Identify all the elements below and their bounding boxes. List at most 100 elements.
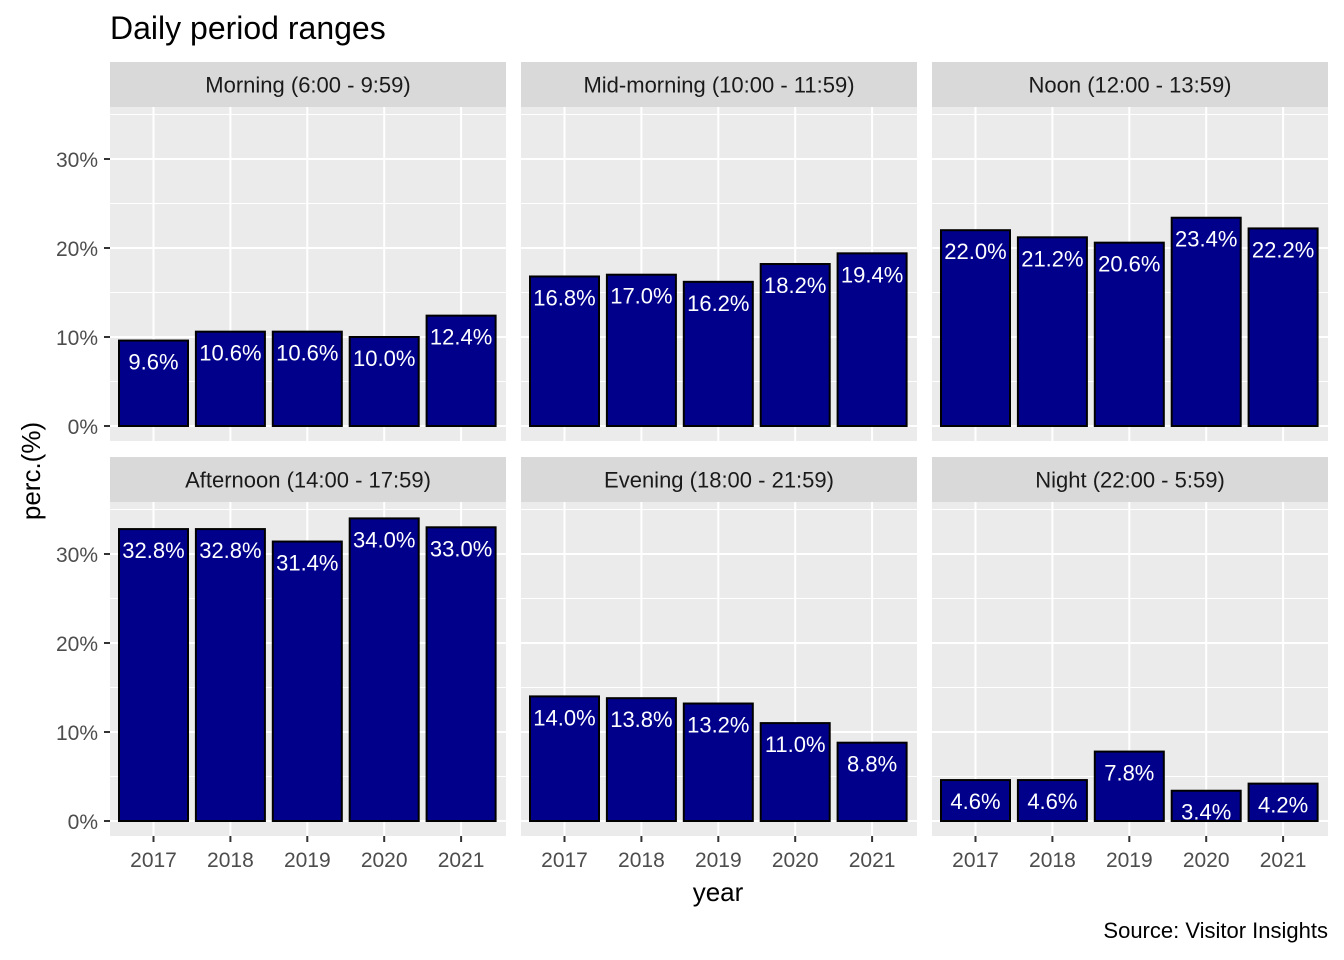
- bar-value-label: 10.6%: [276, 341, 338, 366]
- bar: [1093, 750, 1165, 823]
- bar: [1016, 236, 1088, 427]
- bar-value-label: 7.8%: [1104, 761, 1154, 786]
- bar-value-label: 11.0%: [765, 732, 826, 757]
- bar: [271, 540, 343, 822]
- bar: [605, 273, 677, 428]
- bar-value-label: 23.4%: [1175, 227, 1237, 252]
- bar: [605, 697, 677, 822]
- x-tick-label: 2018: [207, 849, 254, 872]
- bar: [118, 339, 189, 427]
- x-tick-label: 2019: [284, 849, 331, 872]
- bar-value-label: 13.8%: [610, 707, 672, 732]
- x-tick-label: 2019: [1106, 849, 1153, 872]
- chart-title: Daily period ranges: [110, 10, 386, 46]
- bar: [836, 741, 908, 822]
- bar: [940, 779, 1011, 822]
- bar: [836, 252, 908, 427]
- x-tick-label: 2019: [695, 849, 742, 872]
- bar-value-label: 14.0%: [533, 705, 595, 730]
- bar-value-label: 9.6%: [128, 350, 178, 375]
- x-tick-label: 2021: [849, 849, 896, 872]
- y-tick-label: 10%: [56, 722, 98, 745]
- x-tick-label: 2020: [361, 849, 408, 872]
- x-tick-label: 2021: [1260, 849, 1307, 872]
- bar: [940, 229, 1011, 427]
- x-tick-label: 2018: [1029, 849, 1076, 872]
- facet-strip-label: Morning (6:00 - 9:59): [205, 73, 410, 98]
- bar: [194, 330, 266, 427]
- bar-value-label: 4.2%: [1258, 793, 1308, 818]
- bar-value-label: 4.6%: [1027, 789, 1077, 814]
- x-axis-title: year: [693, 877, 744, 907]
- y-tick-label: 30%: [56, 544, 98, 567]
- facet-strip: [521, 62, 917, 107]
- y-tick-label: 30%: [56, 149, 98, 172]
- bar: [759, 263, 831, 427]
- bar-value-label: 13.2%: [687, 713, 749, 738]
- y-tick-label: 0%: [68, 811, 98, 834]
- y-tick-label: 10%: [56, 327, 98, 350]
- facet-strip-label: Evening (18:00 - 21:59): [604, 468, 834, 493]
- bar-value-label: 34.0%: [353, 527, 415, 552]
- source-caption: Source: Visitor Insights: [1103, 918, 1328, 943]
- bar-value-label: 10.6%: [199, 341, 261, 366]
- y-tick-label: 0%: [68, 416, 98, 439]
- x-tick-label: 2020: [772, 849, 819, 872]
- bar: [425, 526, 497, 822]
- bar-value-label: 12.4%: [430, 325, 492, 350]
- x-tick-label: 2017: [130, 849, 177, 872]
- bar: [348, 336, 420, 427]
- bar: [1247, 782, 1319, 822]
- bar: [1093, 241, 1165, 427]
- facet-strip: [110, 457, 506, 502]
- bar-value-label: 22.2%: [1252, 237, 1314, 262]
- bar: [682, 280, 754, 427]
- y-tick-label: 20%: [56, 238, 98, 261]
- bar-value-label: 17.0%: [610, 284, 672, 309]
- bar-value-label: 18.2%: [764, 273, 826, 298]
- bar: [1170, 789, 1242, 822]
- bar-value-label: 22.0%: [944, 239, 1006, 264]
- bar: [529, 695, 600, 823]
- bar-value-label: 32.8%: [122, 538, 184, 563]
- x-tick-label: 2017: [541, 849, 588, 872]
- bar-value-label: 31.4%: [276, 551, 338, 576]
- y-tick-label: 20%: [56, 633, 98, 656]
- facet-strip-label: Noon (12:00 - 13:59): [1028, 73, 1231, 98]
- facet-strip: [932, 457, 1328, 502]
- bar-value-label: 8.8%: [847, 752, 897, 777]
- bar-value-label: 3.4%: [1181, 800, 1231, 825]
- bar: [682, 702, 754, 823]
- bar-value-label: 16.2%: [687, 291, 749, 316]
- bar-value-label: 4.6%: [950, 789, 1000, 814]
- bar: [348, 517, 420, 823]
- x-tick-label: 2018: [618, 849, 665, 872]
- x-tick-label: 2020: [1183, 849, 1230, 872]
- bar: [1247, 227, 1319, 427]
- bar: [759, 722, 831, 822]
- bar: [194, 528, 266, 823]
- bar: [1170, 216, 1242, 427]
- bar-value-label: 33.0%: [430, 536, 492, 561]
- facet-strip-label: Night (22:00 - 5:59): [1035, 468, 1225, 493]
- bar-value-label: 32.8%: [199, 538, 261, 563]
- bar: [529, 275, 600, 428]
- bar: [118, 528, 189, 823]
- bar-value-label: 21.2%: [1021, 246, 1083, 271]
- facet-strip-label: Mid-morning (10:00 - 11:59): [583, 73, 854, 98]
- facet-strip-label: Afternoon (14:00 - 17:59): [185, 468, 431, 493]
- facet-strip: [932, 62, 1328, 107]
- x-tick-label: 2021: [438, 849, 485, 872]
- bar: [1016, 779, 1088, 822]
- x-tick-label: 2017: [952, 849, 999, 872]
- y-axis-title: perc.(%): [16, 422, 46, 520]
- bar-value-label: 20.6%: [1098, 252, 1160, 277]
- facet-strip: [521, 457, 917, 502]
- bar: [271, 330, 343, 427]
- bar-value-label: 16.8%: [533, 285, 595, 310]
- bar-value-label: 19.4%: [841, 262, 903, 287]
- bar: [425, 314, 497, 428]
- bar-value-label: 10.0%: [353, 346, 415, 371]
- facet-strip: [110, 62, 506, 107]
